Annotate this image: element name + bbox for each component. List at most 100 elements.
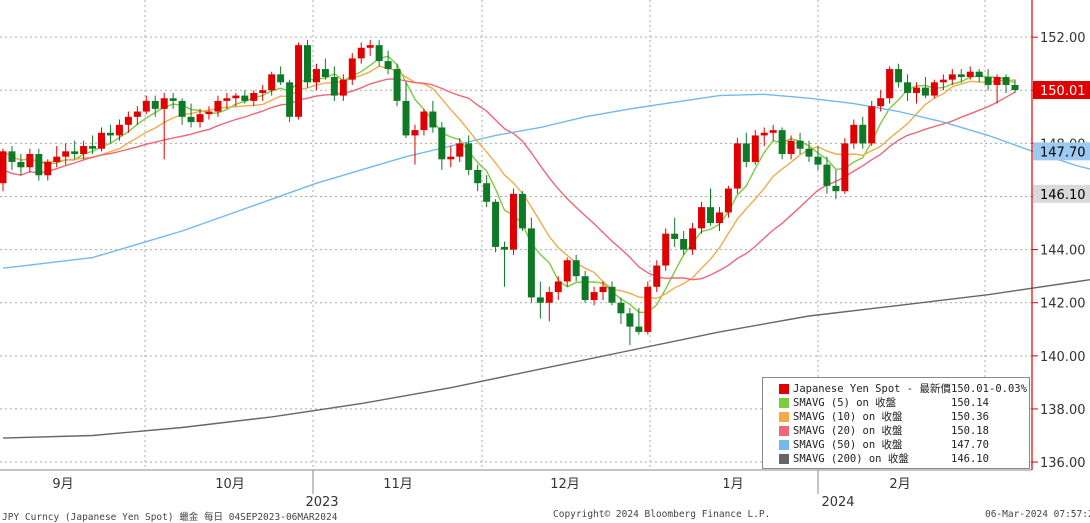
candle-body bbox=[286, 82, 294, 117]
candle-body bbox=[814, 156, 822, 165]
candle bbox=[44, 159, 52, 181]
legend-swatch bbox=[779, 440, 789, 450]
candle-body bbox=[877, 98, 885, 107]
footer-timestamp: 06-Mar-2024 07:57:24 bbox=[985, 509, 1090, 520]
candle-body bbox=[545, 292, 553, 303]
candle-body bbox=[912, 87, 920, 93]
candle-body bbox=[178, 100, 186, 117]
candle-body bbox=[35, 154, 43, 176]
candle-body bbox=[8, 151, 16, 162]
candle-body bbox=[151, 100, 159, 109]
candle bbox=[581, 270, 589, 303]
candle bbox=[142, 95, 150, 115]
ma-line-ma50 bbox=[2, 93, 1090, 269]
candle bbox=[626, 308, 634, 346]
candle-body bbox=[769, 130, 777, 133]
candle bbox=[841, 138, 849, 194]
candle bbox=[993, 74, 1001, 104]
candle bbox=[0, 148, 7, 192]
candle-body bbox=[304, 45, 311, 83]
candle bbox=[724, 185, 732, 218]
candle-body bbox=[241, 95, 249, 101]
x-month-label: 2月 bbox=[889, 477, 910, 492]
candle-body bbox=[859, 124, 867, 144]
legend-entry: SMAVG (50) on 收盤 147.70 bbox=[763, 438, 1029, 452]
candle-body bbox=[599, 286, 607, 293]
candle-body bbox=[196, 114, 204, 123]
candle-body bbox=[205, 111, 213, 115]
candle bbox=[35, 148, 43, 181]
candle bbox=[312, 63, 320, 91]
candle-body bbox=[62, 151, 70, 157]
candle-body bbox=[71, 151, 79, 155]
candle-body bbox=[456, 143, 464, 157]
x-year-label: 2023 bbox=[305, 495, 338, 510]
candle bbox=[420, 108, 428, 136]
candle bbox=[501, 241, 509, 287]
price-tag-bg bbox=[1033, 81, 1090, 100]
price-tag: 150.01 bbox=[1033, 81, 1090, 100]
candle bbox=[868, 100, 876, 147]
candle bbox=[8, 146, 16, 170]
candle bbox=[698, 201, 706, 234]
candle-body bbox=[948, 74, 956, 80]
candle-body bbox=[518, 193, 526, 229]
candle-body bbox=[984, 77, 992, 85]
candle-body bbox=[930, 82, 938, 96]
legend-entry: SMAVG (5) on 收盤 150.14 bbox=[763, 396, 1029, 410]
candle bbox=[151, 95, 159, 117]
candle bbox=[17, 154, 25, 176]
candle-body bbox=[295, 45, 303, 117]
y-tick-label: 140.00 bbox=[1040, 350, 1086, 365]
candle-body bbox=[330, 77, 338, 96]
candle bbox=[787, 135, 795, 160]
candle-body bbox=[662, 233, 670, 266]
candle bbox=[715, 207, 723, 232]
candle bbox=[707, 188, 714, 226]
candle-body bbox=[402, 100, 410, 136]
candle-body bbox=[715, 212, 723, 224]
candle-body bbox=[671, 233, 679, 239]
candle-body bbox=[366, 45, 374, 48]
candle-body bbox=[509, 193, 517, 250]
candle bbox=[608, 281, 616, 306]
candle-body bbox=[1002, 77, 1010, 85]
candle-body bbox=[447, 156, 455, 160]
candle bbox=[241, 90, 249, 104]
candle bbox=[106, 124, 114, 144]
candle-body bbox=[312, 69, 320, 83]
candle-body bbox=[689, 228, 697, 250]
candle-body bbox=[384, 61, 392, 70]
legend-value: 150.36 bbox=[951, 411, 989, 423]
candle bbox=[760, 127, 768, 147]
candle bbox=[644, 281, 652, 335]
candle bbox=[474, 164, 482, 192]
y-tick-label: 138.00 bbox=[1040, 403, 1086, 418]
candle bbox=[268, 71, 276, 96]
candle-body bbox=[536, 297, 544, 303]
candle bbox=[545, 286, 553, 322]
candle bbox=[447, 146, 455, 168]
candle-body bbox=[277, 74, 285, 83]
candle bbox=[814, 146, 822, 170]
legend-name: SMAVG (20) on 收盤 bbox=[793, 425, 903, 437]
candle bbox=[859, 116, 867, 149]
candle-body bbox=[142, 100, 150, 112]
price-tag-label: 150.01 bbox=[1040, 84, 1086, 99]
x-month-label: 1月 bbox=[722, 477, 743, 492]
price-tag: 146.10 bbox=[1033, 184, 1090, 203]
candle-body bbox=[89, 146, 97, 149]
candle-body bbox=[733, 143, 741, 189]
legend-entry: SMAVG (10) on 收盤 150.36 bbox=[763, 410, 1029, 424]
candle-body bbox=[572, 260, 580, 277]
footer-source: JPY Curncy (Japanese Yen Spot) 蠟金 每日 04S… bbox=[2, 512, 338, 523]
candle bbox=[295, 42, 303, 120]
candle-body bbox=[501, 246, 509, 250]
legend-value: 150.01 bbox=[951, 383, 989, 395]
candle bbox=[456, 138, 464, 162]
y-tick-label: 142.00 bbox=[1040, 297, 1086, 312]
candle bbox=[492, 199, 500, 253]
candle bbox=[124, 111, 132, 133]
candle bbox=[133, 106, 141, 125]
candle bbox=[975, 69, 983, 83]
